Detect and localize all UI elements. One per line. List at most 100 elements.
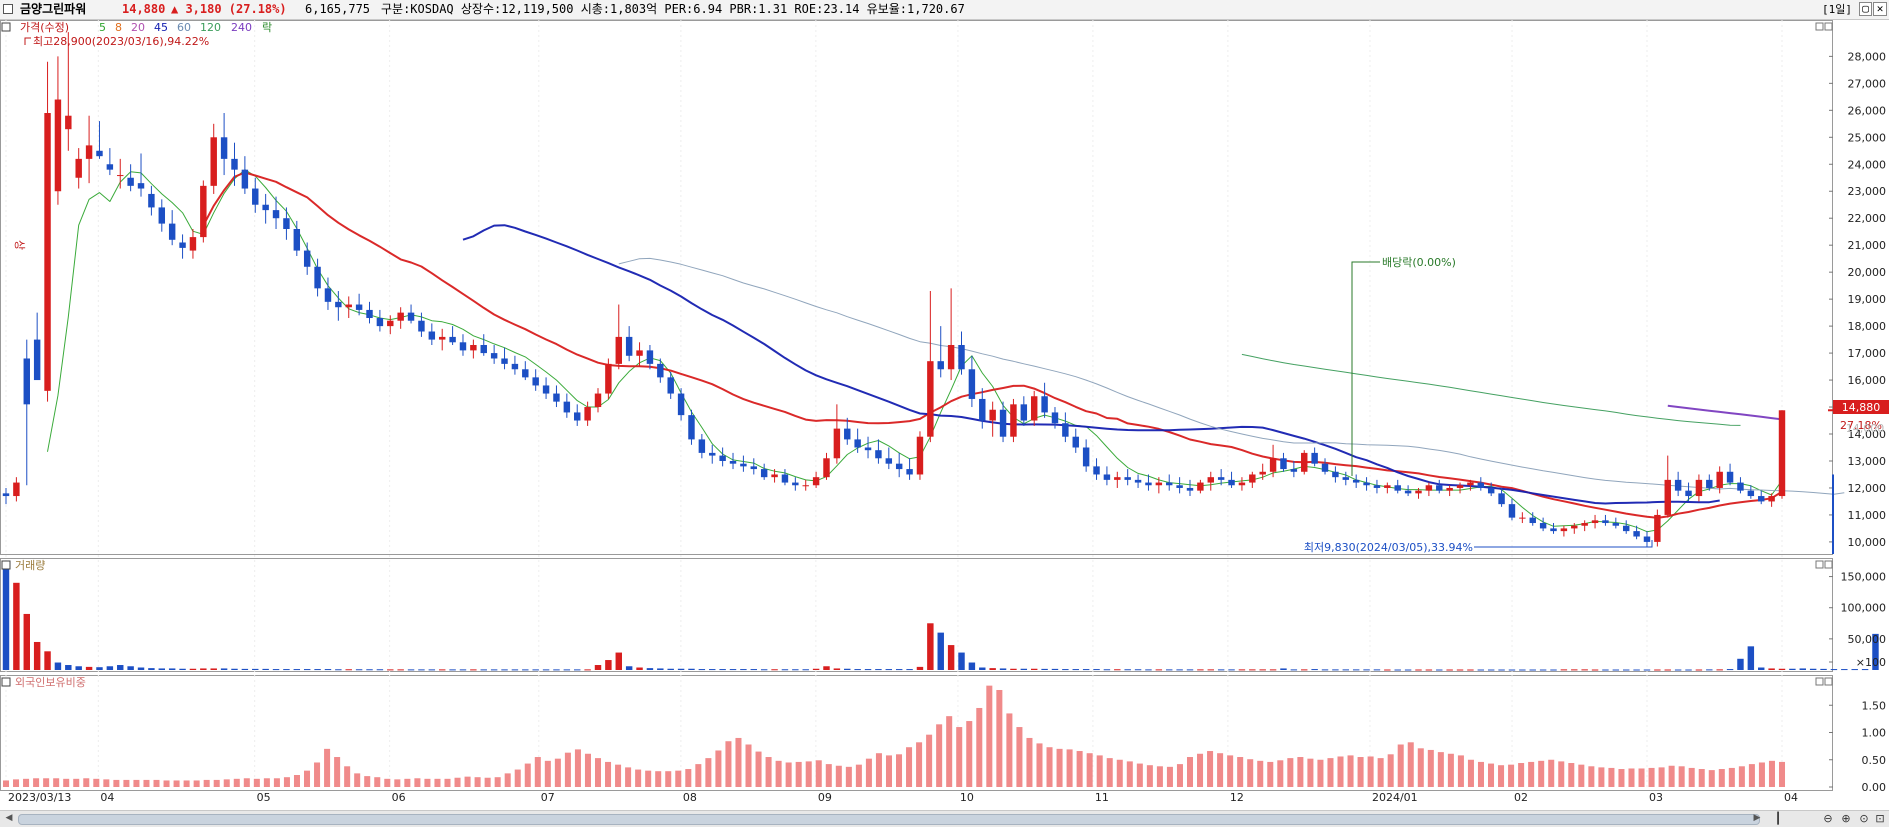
candle-body bbox=[989, 409, 996, 421]
scroll-left-icon[interactable]: ◀ bbox=[5, 813, 13, 823]
close-icon[interactable]: ✕ bbox=[1873, 2, 1887, 16]
scroll-thumb[interactable] bbox=[18, 814, 1760, 825]
candle-body bbox=[947, 344, 955, 370]
zoom-in-icon[interactable]: ⊕ bbox=[1841, 812, 1851, 825]
foreign-bar bbox=[1628, 768, 1635, 787]
candle-body bbox=[864, 447, 872, 451]
candle-body bbox=[75, 158, 82, 178]
volume-bar bbox=[667, 668, 674, 670]
price-legend-title: 가격(수정) bbox=[20, 21, 69, 34]
volume-bar bbox=[594, 665, 602, 670]
candle-body bbox=[1404, 490, 1412, 494]
ma-line-20 bbox=[202, 171, 1783, 519]
ghost-price-tag: 14,000 bbox=[1846, 422, 1885, 435]
trade-volume: 6,165,775 bbox=[305, 2, 371, 16]
volume-bar bbox=[13, 582, 20, 670]
date-tick-label: 04 bbox=[1784, 791, 1798, 804]
ma-line-240 bbox=[1667, 404, 1783, 421]
foreign-bar bbox=[1498, 765, 1505, 787]
foreign-bar bbox=[936, 724, 943, 787]
volume-bar bbox=[1633, 669, 1640, 671]
window-checkbox[interactable] bbox=[3, 4, 13, 14]
volume-bar bbox=[906, 669, 913, 671]
volume-bar bbox=[1342, 669, 1350, 671]
volume-panel-maximize-icon bbox=[1815, 560, 1824, 569]
volume-bar bbox=[1820, 668, 1827, 670]
foreign-bar bbox=[875, 753, 882, 787]
volume-bar bbox=[1176, 669, 1183, 671]
candle-body bbox=[729, 460, 737, 464]
candle-body bbox=[1342, 477, 1350, 480]
volume-bar bbox=[1062, 669, 1069, 671]
volume-bar bbox=[127, 666, 134, 670]
foreign-bar bbox=[1778, 761, 1786, 787]
volume-bar bbox=[1249, 669, 1256, 671]
foreign-bar bbox=[1217, 753, 1224, 787]
foreign-bar bbox=[685, 769, 692, 787]
price-panel-checkbox[interactable] bbox=[1, 22, 11, 32]
candle-body bbox=[1643, 536, 1651, 542]
price-tick-label: 14,000 bbox=[1848, 428, 1887, 441]
volume-bar bbox=[1841, 669, 1848, 671]
foreign-bar bbox=[1297, 757, 1304, 787]
zoom-fit-icon[interactable]: ⊡ bbox=[1875, 812, 1885, 825]
volume-panel-checkbox[interactable] bbox=[1, 560, 11, 570]
date-tick-label: 09 bbox=[818, 791, 832, 804]
volume-bar bbox=[1145, 669, 1152, 671]
volume-bar bbox=[1602, 669, 1609, 671]
foreign-bar bbox=[835, 765, 842, 787]
candle-body bbox=[615, 336, 622, 364]
volume-bar bbox=[65, 665, 72, 670]
foreign-bar bbox=[594, 758, 602, 787]
foreign-bar bbox=[203, 779, 210, 787]
foreign-bar bbox=[1528, 761, 1535, 787]
candle-body bbox=[1093, 466, 1100, 475]
foreign-bar bbox=[1106, 758, 1113, 787]
ma-legend-120: 120 bbox=[200, 21, 221, 34]
volume-bar bbox=[1311, 669, 1318, 671]
foreign-bar bbox=[1317, 759, 1324, 787]
candle-body bbox=[1290, 469, 1298, 472]
candle-body bbox=[1197, 482, 1204, 491]
candle-body bbox=[1436, 485, 1443, 491]
candle-body bbox=[1020, 404, 1028, 421]
volume-bar bbox=[1238, 669, 1246, 671]
stock-chart[interactable]: 28,000 27,000 26,000 25,000 24,000 23,000 22,0… bbox=[0, 20, 1889, 810]
candle-body bbox=[657, 363, 664, 378]
scroll-right-icon[interactable]: ▶ bbox=[1753, 813, 1761, 823]
volume-bar bbox=[979, 667, 986, 670]
volume-bar bbox=[387, 669, 394, 671]
volume-bar bbox=[1415, 669, 1422, 671]
price-tick-label: 21,000 bbox=[1848, 239, 1887, 252]
restore-icon[interactable]: ▢ bbox=[1859, 2, 1872, 16]
candle-body bbox=[792, 482, 799, 486]
volume-bar bbox=[376, 669, 384, 671]
foreign-bar bbox=[1437, 752, 1444, 787]
zoom-reset-icon[interactable]: ⊙ bbox=[1859, 812, 1869, 825]
zoom-handle[interactable]: ┃ bbox=[1774, 812, 1782, 825]
period-label[interactable]: [1일] bbox=[1822, 3, 1852, 16]
foreign-bar bbox=[1558, 761, 1565, 787]
foreign-bar bbox=[464, 776, 471, 787]
candle-body bbox=[594, 393, 602, 408]
candle-body bbox=[148, 193, 155, 208]
foreign-bar bbox=[273, 778, 280, 787]
candle-body bbox=[1602, 520, 1609, 524]
volume-bar bbox=[1280, 668, 1287, 670]
foreign-panel-checkbox[interactable] bbox=[1, 677, 11, 687]
candle-body bbox=[1228, 479, 1235, 486]
price-tick-label: 20,000 bbox=[1848, 266, 1887, 279]
zoom-out-icon[interactable]: ⊖ bbox=[1823, 812, 1833, 825]
price-tick-label: 27,000 bbox=[1848, 77, 1887, 90]
candle-body bbox=[1685, 490, 1692, 497]
candle-body bbox=[1155, 482, 1163, 486]
foreign-bar bbox=[745, 744, 752, 787]
horizontal-scrollbar[interactable]: ◀ ▶ ┃ ⊖ ⊕ ⊙ ⊡ bbox=[0, 810, 1889, 827]
foreign-bar bbox=[364, 776, 371, 787]
ma-line-45 bbox=[462, 224, 1720, 505]
candle-body bbox=[1311, 452, 1318, 464]
foreign-bar bbox=[865, 758, 872, 787]
volume-bar bbox=[1404, 669, 1412, 671]
volume-bar bbox=[947, 645, 955, 670]
stock-name: 금양그린파워 bbox=[20, 2, 87, 16]
